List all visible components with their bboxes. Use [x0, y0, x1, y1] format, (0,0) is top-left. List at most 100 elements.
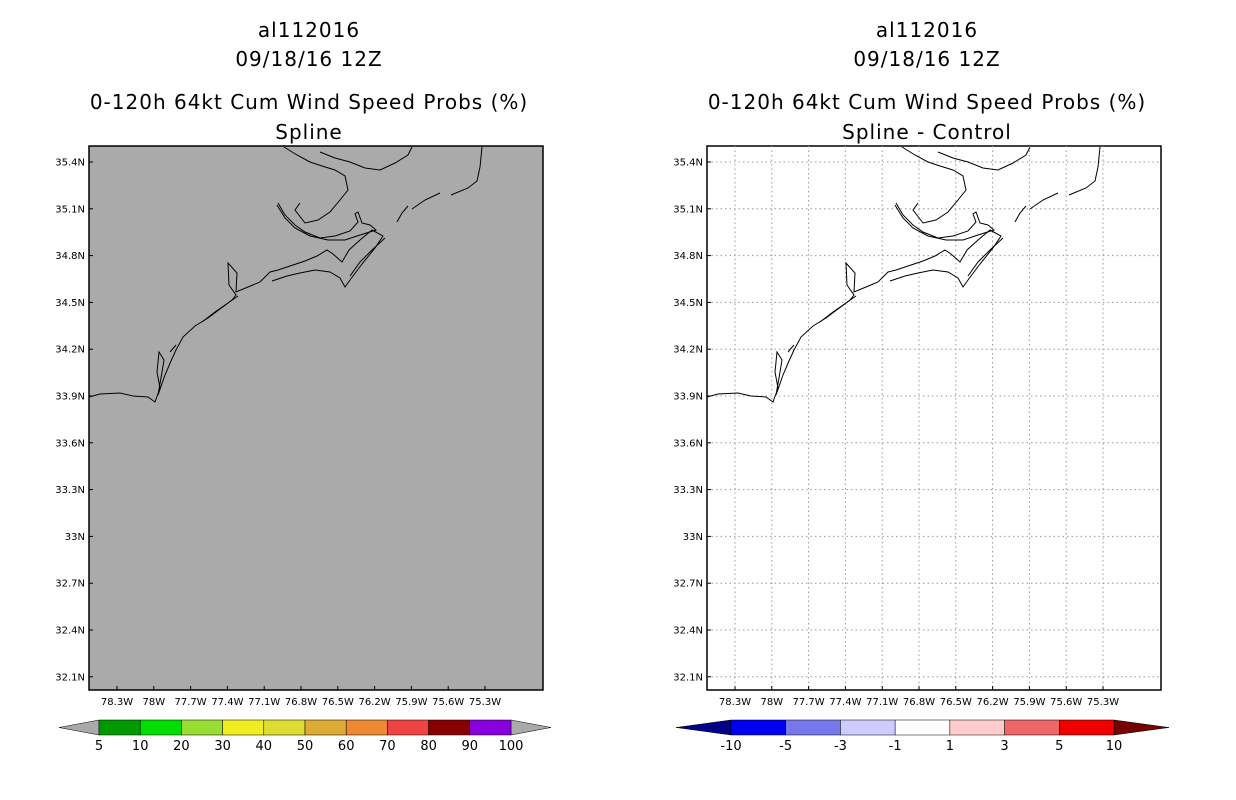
colorbar-label: -1	[889, 739, 902, 754]
lon-label: 78W	[760, 697, 783, 708]
lat-label: 33.3N	[673, 485, 703, 496]
colorbar-swatch	[730, 719, 786, 736]
lat-label: 34.5N	[55, 298, 85, 309]
colorbar-label: 80	[420, 739, 437, 754]
product-title: 0-120h 64kt Cum Wind Speed Probs (%)	[89, 90, 529, 114]
colorbar-label: 90	[462, 739, 479, 754]
lat-label: 32.7N	[673, 579, 703, 590]
colorbar-label: 40	[256, 739, 273, 754]
colorbar-arrow-left	[58, 719, 100, 736]
method-title: Spline	[275, 120, 343, 144]
colorbar-label: -5	[779, 739, 792, 754]
date-time-title: 09/18/16 12Z	[853, 47, 1001, 71]
lon-label: 78.3W	[719, 697, 751, 708]
storm-id-title: al112016	[257, 18, 361, 42]
method-title: Spline - Control	[842, 120, 1012, 144]
colorbar-swatch	[139, 719, 182, 736]
lat-label: 32.4N	[55, 626, 85, 637]
product-title: 0-120h 64kt Cum Wind Speed Probs (%)	[707, 90, 1147, 114]
lat-label: 32.7N	[55, 579, 85, 590]
lon-label: 75.3W	[1087, 697, 1119, 708]
colorbar-label: -3	[834, 739, 847, 754]
lon-label: 75.6W	[432, 697, 464, 708]
lon-label: 77.7W	[793, 697, 825, 708]
coastline	[706, 146, 1101, 403]
colorbar-label: 3	[1000, 739, 1008, 754]
colorbar-swatch	[840, 719, 896, 736]
colorbar-label: 100	[499, 739, 524, 754]
lat-label: 32.1N	[673, 672, 703, 683]
colorbar-swatch	[1059, 719, 1115, 736]
colorbar: -10 -5 -3 -1 1 3 5 10	[675, 719, 1170, 754]
colorbar-arrow-right	[1113, 719, 1170, 736]
lon-label: 78W	[142, 697, 165, 708]
colorbar-swatch	[345, 719, 388, 736]
lat-label: 35.4N	[55, 158, 85, 169]
lon-labels: 78.3W 78W 77.7W 77.4W 77.1W 76.8W 76.5W 76.2W 75…	[719, 686, 1119, 708]
colorbar-label: 1	[946, 739, 954, 754]
lat-label: 35.1N	[55, 204, 85, 215]
lon-label: 78.3W	[101, 697, 133, 708]
lon-label: 77.1W	[248, 697, 280, 708]
lon-label: 75.6W	[1050, 697, 1082, 708]
colorbar-swatch	[181, 719, 223, 736]
lon-label: 76.2W	[977, 697, 1009, 708]
lon-label: 76.5W	[940, 697, 972, 708]
lat-label: 34.2N	[55, 345, 85, 356]
colorbar-label: 70	[379, 739, 396, 754]
colorbar: 5 10 20 30 40 50 60 70 80 90 100	[58, 719, 552, 754]
colorbar-swatch	[949, 719, 1005, 736]
lat-label: 32.1N	[55, 672, 85, 683]
map-background	[706, 145, 1162, 691]
right-map-panel: al112016 09/18/16 12Z 0-120h 64kt Cum Wi…	[618, 0, 1236, 800]
lat-label: 33.9N	[673, 392, 703, 403]
right-map: 35.4N 35.1N 34.8N 34.5N 34.2N 33.9N 33.6N 33.3N…	[673, 145, 1170, 754]
colorbar-swatch	[469, 719, 512, 736]
lat-label: 34.2N	[673, 345, 703, 356]
lat-label: 33.6N	[673, 438, 703, 449]
coastline-outer-banks	[169, 146, 483, 353]
lat-label: 33.9N	[55, 392, 85, 403]
lat-label: 34.5N	[673, 298, 703, 309]
colorbar-swatch	[304, 719, 347, 736]
colorbar-swatch	[222, 719, 265, 736]
colorbar-swatch	[387, 719, 429, 736]
sound-shoreline	[276, 146, 413, 241]
colorbar-arrow-right	[510, 719, 552, 736]
lon-label: 76.8W	[285, 697, 317, 708]
lon-label: 77.4W	[829, 697, 861, 708]
left-map-panel: al112016 09/18/16 12Z 0-120h 64kt Cum Wi…	[55, 18, 552, 754]
lon-label: 76.8W	[903, 697, 935, 708]
lon-labels: 78.3W 78W 77.7W 77.4W 77.1W 76.8W 76.5W 76.2W 75…	[101, 686, 501, 708]
lat-label: 33N	[65, 532, 85, 543]
colorbar-label: -10	[720, 739, 741, 754]
lon-label: 77.7W	[175, 697, 207, 708]
colorbar-swatch	[98, 719, 141, 736]
colorbar-swatch	[1004, 719, 1060, 736]
date-time-title: 09/18/16 12Z	[235, 47, 383, 71]
colorbar-label: 5	[95, 739, 103, 754]
lat-labels: 35.4N 35.1N 34.8N 34.5N 34.2N 33.9N 33.6N 33.3N…	[55, 158, 93, 683]
lon-label: 77.1W	[866, 697, 898, 708]
lon-label: 75.9W	[1013, 697, 1045, 708]
lat-label: 35.1N	[673, 204, 703, 215]
lat-label: 35.4N	[673, 158, 703, 169]
coastline-outer-banks	[787, 146, 1101, 353]
left-map: 35.4N 35.1N 34.8N 34.5N 34.2N 33.9N 33.6N 33.3N…	[55, 145, 552, 754]
colorbar-label: 5	[1055, 739, 1063, 754]
lat-label: 32.4N	[673, 626, 703, 637]
colorbar-swatch	[428, 719, 471, 736]
lon-label: 76.2W	[359, 697, 391, 708]
lon-label: 77.4W	[211, 697, 243, 708]
colorbar-label: 30	[214, 739, 231, 754]
sound-shoreline	[894, 146, 1031, 241]
storm-id-title: al112016	[875, 18, 979, 42]
colorbar-label: 10	[132, 739, 149, 754]
colorbar-label: 10	[1106, 739, 1123, 754]
colorbar-swatch	[263, 719, 306, 736]
colorbar-swatch	[894, 719, 951, 736]
lat-labels: 35.4N 35.1N 34.8N 34.5N 34.2N 33.9N 33.6N 33.3N…	[673, 158, 711, 683]
colorbar-swatch	[785, 719, 841, 736]
map-background	[88, 145, 544, 691]
lon-label: 75.3W	[469, 697, 501, 708]
